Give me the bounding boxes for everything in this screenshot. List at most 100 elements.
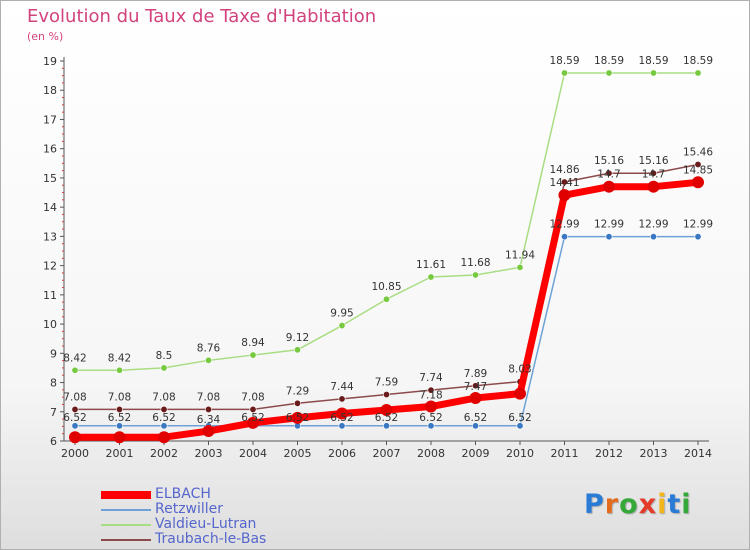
x-tick-label: 2005 [284, 447, 312, 460]
data-point [338, 395, 346, 403]
data-label: 9.95 [330, 308, 353, 320]
data-label: 6.52 [508, 412, 531, 424]
data-label: 6.52 [63, 412, 86, 424]
data-label: 18.59 [683, 55, 713, 67]
x-tick-label: 2006 [328, 447, 356, 460]
legend-item: Traubach-le-Bas [101, 532, 266, 547]
data-label: 6.52 [286, 412, 309, 424]
data-label: 11.94 [505, 249, 535, 261]
legend-label: Traubach-le-Bas [155, 531, 267, 547]
y-tick-label: 19 [43, 55, 57, 68]
data-label: 14.7 [642, 169, 665, 181]
legend-label: ELBACH [155, 486, 211, 502]
data-point [71, 366, 79, 374]
chart-subtitle: (en %) [27, 30, 64, 43]
data-point [380, 404, 393, 417]
data-point [293, 346, 301, 354]
data-point [205, 405, 213, 413]
y-tick-label: 10 [43, 318, 57, 331]
data-label: 7.29 [286, 385, 309, 397]
data-label: 7.08 [152, 391, 175, 403]
data-label: 14.85 [683, 164, 713, 176]
data-point [560, 178, 568, 186]
data-point [605, 69, 613, 77]
y-tick-label: 15 [43, 172, 57, 185]
data-label: 15.16 [594, 155, 624, 167]
data-label: 8.5 [156, 350, 173, 362]
data-label: 6.52 [241, 412, 264, 424]
data-point [160, 422, 168, 430]
data-label: 11.68 [460, 257, 490, 269]
data-point [116, 366, 124, 374]
data-label: 14.86 [549, 164, 579, 176]
data-label: 6.52 [330, 412, 353, 424]
data-label: 12.99 [549, 219, 579, 231]
legend-item: Valdieu-Lutran [101, 517, 266, 532]
y-tick-label: 6 [50, 435, 57, 448]
data-label: 7.08 [241, 391, 264, 403]
data-label: 7.08 [63, 391, 86, 403]
legend-item: ELBACH [101, 487, 266, 502]
y-tick-label: 18 [43, 84, 57, 97]
data-label: 11.61 [416, 259, 446, 271]
logo-letter: P [584, 489, 605, 520]
data-label: 7.08 [197, 391, 220, 403]
data-point [336, 407, 348, 420]
data-point [694, 233, 702, 241]
data-point [160, 405, 168, 413]
data-label: 6.34 [197, 414, 221, 426]
data-point [427, 422, 435, 430]
data-label: 7.18 [419, 390, 442, 402]
proxiti-logo: Proxiti [584, 489, 692, 520]
data-point [605, 169, 613, 177]
data-point [471, 422, 479, 430]
y-tick-label: 17 [43, 113, 57, 126]
y-tick-label: 7 [50, 406, 57, 419]
data-point [603, 180, 615, 193]
data-label: 14.7 [597, 169, 620, 181]
data-point [471, 271, 479, 279]
x-tick-label: 2003 [195, 447, 223, 460]
data-point [649, 169, 657, 177]
data-point [427, 386, 435, 394]
data-point [647, 180, 660, 193]
x-tick-label: 2001 [106, 447, 134, 460]
data-point [116, 422, 124, 430]
logo-letter: x [638, 489, 658, 520]
data-point [249, 351, 257, 359]
y-tick-label: 14 [43, 201, 57, 214]
legend-swatch [101, 523, 151, 526]
data-point [293, 399, 301, 407]
data-label: 6.52 [464, 412, 487, 424]
x-tick-label: 2002 [150, 447, 178, 460]
data-label: 12.99 [683, 219, 713, 231]
logo-letter: t [667, 489, 682, 520]
logo-letter: i [681, 489, 692, 520]
data-point [249, 405, 257, 413]
data-point [71, 405, 79, 413]
data-label: 9.12 [286, 332, 309, 344]
x-tick-label: 2012 [595, 447, 623, 460]
data-point [69, 431, 81, 444]
data-label: 18.59 [638, 55, 668, 67]
data-point [558, 189, 571, 202]
data-label: 7.44 [330, 381, 354, 393]
data-label: 12.99 [594, 219, 624, 231]
data-label: 7.89 [464, 368, 487, 380]
chart-legend: ELBACH Retzwiller Valdieu-Lutran Traubach-l… [101, 487, 266, 547]
legend-swatch [101, 538, 151, 541]
data-point [425, 400, 437, 413]
data-point [560, 233, 568, 241]
data-point [469, 392, 482, 405]
data-label: 7.59 [375, 377, 398, 389]
x-tick-label: 2009 [462, 447, 490, 460]
logo-letter: r [604, 489, 620, 520]
data-label: 7.08 [108, 391, 131, 403]
x-tick-label: 2000 [61, 447, 89, 460]
data-point [382, 295, 390, 303]
x-tick-label: 2013 [640, 447, 668, 460]
data-point [116, 405, 124, 413]
y-tick-label: 9 [50, 347, 57, 360]
data-label: 6.52 [108, 412, 131, 424]
